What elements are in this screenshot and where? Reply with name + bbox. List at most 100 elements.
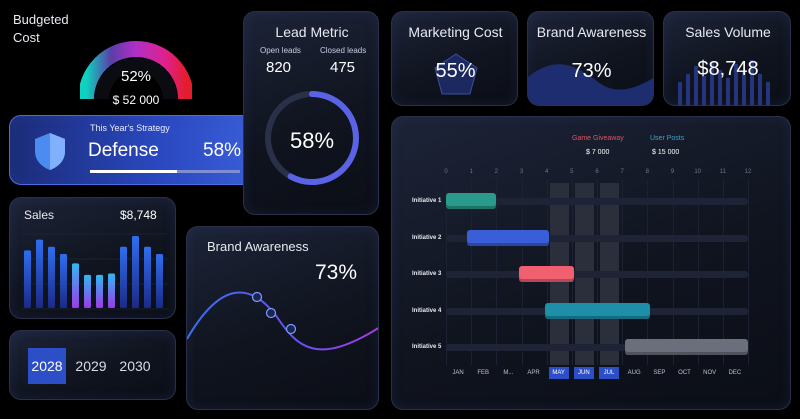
- initiative-bar[interactable]: [545, 302, 650, 319]
- gauge-track: [80, 41, 192, 100]
- brand-awareness-small-title: Brand Awareness: [536, 24, 647, 40]
- brand-awareness-large-title: Brand Awareness: [207, 239, 309, 254]
- month-label-aug[interactable]: AUG: [627, 370, 641, 376]
- sales-bar: [84, 274, 91, 308]
- initiative-label: Initiative 5: [412, 344, 442, 350]
- lead-metric-title: Lead Metric: [275, 24, 349, 40]
- shield-icon: [35, 133, 65, 170]
- sales-bar-chart: [22, 233, 168, 310]
- sales-bar: [120, 246, 127, 308]
- sales-bar: [60, 254, 67, 308]
- month-label-oct[interactable]: OCT: [678, 370, 691, 376]
- curve-point-2: [265, 307, 277, 319]
- legend-giveaway-label: Game Giveaway: [572, 135, 624, 142]
- legend-posts-value: $ 15 000: [652, 149, 680, 156]
- sales-volume-card: Sales Volume $8,748: [663, 11, 791, 106]
- sales-volume-title: Sales Volume: [685, 24, 771, 40]
- strategy-card[interactable]: This Year's Strategy Defense 58%: [9, 115, 258, 185]
- initiative-track: [446, 344, 748, 351]
- sales-volume-bars: [678, 60, 770, 105]
- sales-bar: [48, 246, 55, 308]
- brand-awareness-curve: [187, 291, 378, 351]
- brand-wave-area: [528, 64, 653, 105]
- initiative-bar[interactable]: [467, 229, 550, 246]
- strategy-name: Defense: [88, 140, 159, 161]
- gantt-axis-number: 4: [544, 169, 549, 175]
- brand-awareness-small-percent: 73%: [571, 60, 612, 82]
- lead-metric-card: Lead Metric Open leads Closed leads 820 …: [243, 11, 379, 215]
- gauge-inner: [95, 58, 177, 100]
- sales-card: Sales $8,748: [9, 197, 176, 319]
- lead-ring: [265, 91, 359, 185]
- sales-bar: [132, 236, 139, 308]
- initiative-label: Initiative 3: [412, 271, 442, 277]
- month-label-jul[interactable]: JUL: [599, 367, 619, 379]
- closed-leads-label: Closed leads: [320, 46, 367, 55]
- lead-ring-arc: [265, 91, 359, 185]
- month-label-nov[interactable]: NOV: [703, 370, 717, 376]
- year-option-2030[interactable]: 2030: [119, 358, 151, 374]
- gantt-axis-number: 8: [645, 169, 649, 175]
- gantt-axis-number: 7: [620, 169, 624, 175]
- budget-title-line1: Budgeted: [13, 12, 69, 27]
- budget-percent: 52%: [120, 68, 152, 85]
- strategy-percent: 58%: [203, 140, 242, 161]
- marketing-cost-percent: 55%: [435, 60, 476, 82]
- month-label-feb[interactable]: FEB: [477, 370, 489, 376]
- closed-leads-value: 475: [330, 59, 356, 76]
- month-label-jan[interactable]: JAN: [452, 370, 464, 376]
- gantt-axis-number: 0: [444, 169, 448, 175]
- open-leads-label: Open leads: [260, 46, 301, 55]
- sales-volume-value: $8,748: [697, 58, 759, 80]
- year-option-2029[interactable]: 2029: [75, 358, 107, 374]
- gantt-axis-number: 9: [670, 169, 675, 175]
- brand-awareness-large-percent: 73%: [315, 261, 358, 284]
- strategy-caption: This Year's Strategy: [90, 123, 170, 133]
- initiative-label: Initiative 1: [412, 198, 442, 204]
- legend-posts-label: User Posts: [650, 135, 685, 142]
- pentagon-icon: [434, 53, 478, 95]
- budget-title-line2: Cost: [13, 30, 40, 45]
- month-label-m[interactable]: M...: [503, 370, 514, 376]
- initiative-track: [446, 198, 748, 205]
- gantt-axis-number: 11: [719, 169, 726, 175]
- sales-bar: [36, 239, 43, 308]
- initiative-label: Initiative 2: [412, 234, 442, 241]
- month-label-jun[interactable]: JUN: [573, 367, 594, 379]
- year-selector-card: 2028 2029 2030: [9, 330, 176, 400]
- curve-point-1: [251, 291, 263, 303]
- sales-bar: [144, 246, 151, 308]
- month-label-apr[interactable]: APR: [527, 370, 540, 376]
- budget-gauge: [80, 41, 192, 100]
- initiative-bar[interactable]: [446, 193, 497, 209]
- initiative-label: Initiative 4: [412, 307, 442, 314]
- initiative-bar[interactable]: [624, 339, 748, 355]
- initiative-track: [446, 234, 748, 242]
- curve-point-3: [285, 323, 297, 335]
- gantt-axis-number: 10: [694, 169, 701, 175]
- legend-giveaway-value: $ 7 000: [586, 149, 610, 156]
- strategy-progress-track: [90, 170, 240, 173]
- sales-bar: [156, 254, 163, 308]
- marketing-cost-card: Marketing Cost 55%: [391, 11, 518, 106]
- initiative-track: [446, 271, 748, 278]
- gantt-axis-number: 2: [494, 169, 498, 175]
- gantt-axis-number: 12: [744, 169, 752, 175]
- gantt-axis-number: 6: [595, 169, 599, 175]
- year-option-2028[interactable]: 2028: [28, 348, 66, 384]
- gantt-axis-number: 1: [469, 169, 473, 175]
- month-label-dec[interactable]: DEC: [728, 370, 742, 376]
- gantt-grid-line: [748, 179, 749, 365]
- brand-awareness-large-card: Brand Awareness 73%: [186, 226, 379, 410]
- month-label-sep[interactable]: SEP: [653, 370, 666, 376]
- sales-title: Sales: [24, 208, 55, 222]
- month-label-may[interactable]: MAY: [548, 367, 569, 379]
- gantt-card: Game Giveaway $ 7 000 User Posts $ 15 00…: [391, 116, 791, 410]
- sales-bar: [96, 274, 103, 308]
- gantt-axis-number: 5: [570, 169, 574, 175]
- strategy-progress-fill: [90, 170, 177, 173]
- budget-amount: $ 52 000: [112, 93, 160, 107]
- sales-value: $8,748: [120, 208, 157, 222]
- sales-bar: [72, 263, 79, 308]
- initiative-bar[interactable]: [518, 266, 575, 282]
